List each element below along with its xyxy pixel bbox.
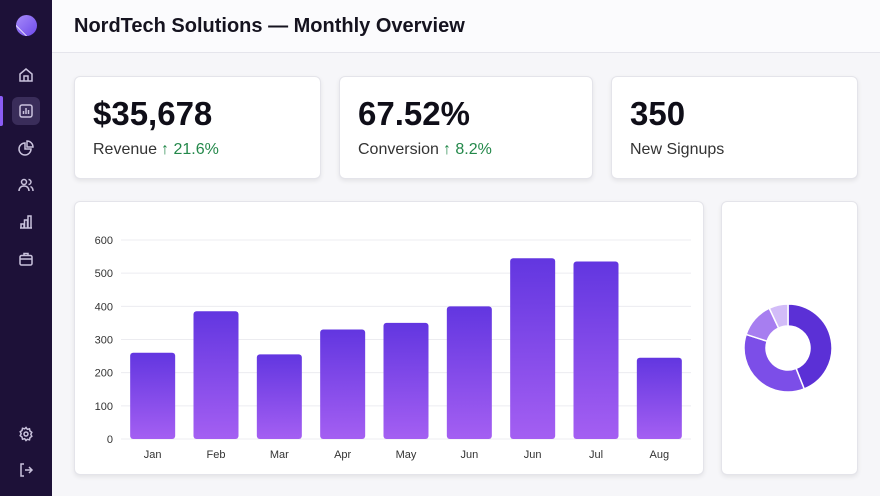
kpi-label: Conversion (358, 141, 439, 158)
bar-chart-icon[interactable] (12, 97, 40, 125)
logout-icon[interactable] (12, 456, 40, 484)
donut-chart (743, 303, 833, 393)
header: NordTech Solutions — Monthly Overview (52, 0, 880, 53)
kpi-change: ↑ 8.2% (442, 141, 492, 158)
bar[interactable] (446, 306, 492, 439)
bar[interactable] (510, 258, 556, 439)
y-tick-label: 100 (95, 401, 113, 413)
x-tick-label: Jul (589, 449, 603, 461)
bar[interactable] (256, 354, 302, 439)
x-tick-label: Jun (460, 449, 478, 461)
kpi-change: ↑ 21.6% (161, 141, 219, 158)
x-tick-label: Apr (334, 449, 351, 461)
active-indicator (0, 96, 3, 126)
donut-chart-card (721, 201, 858, 475)
users-icon[interactable] (12, 171, 40, 199)
donut-slice[interactable] (787, 303, 833, 390)
y-tick-label: 600 (95, 235, 113, 247)
signups-card: 350 New Signups (611, 76, 858, 179)
kpi-label: New Signups (630, 141, 725, 158)
home-icon[interactable] (12, 61, 40, 89)
y-tick-label: 400 (95, 301, 113, 313)
logo (16, 15, 37, 36)
revenue-card: $35,678 Revenue ↑ 21.6% (74, 76, 321, 179)
kpi-label: Revenue (93, 141, 158, 158)
gear-icon[interactable] (12, 420, 40, 448)
y-tick-label: 300 (95, 335, 113, 347)
x-tick-label: Jan (144, 449, 162, 461)
x-tick-label: May (396, 449, 417, 461)
x-tick-label: Aug (650, 449, 670, 461)
kpi-value: 350 (630, 95, 686, 132)
donut-slice[interactable] (743, 333, 806, 393)
bar[interactable] (383, 322, 429, 439)
kpi-value: 67.52% (358, 95, 470, 132)
bar[interactable] (193, 311, 239, 439)
x-tick-label: Jun (524, 449, 542, 461)
briefcase-icon[interactable] (12, 245, 40, 273)
sidebar (0, 0, 52, 496)
analytics-icon[interactable] (12, 208, 40, 236)
bar[interactable] (320, 329, 366, 439)
y-tick-label: 500 (95, 268, 113, 280)
bar-chart-card: 0 100 200 300 400 500 600 Jan Feb Mar Apr May Jun Jun… (74, 201, 704, 475)
kpi-value: $35,678 (93, 95, 213, 132)
y-tick-label: 200 (95, 368, 113, 380)
pie-chart-icon[interactable] (12, 134, 40, 162)
donut-slice[interactable] (768, 303, 789, 330)
bar[interactable] (130, 352, 176, 439)
bar[interactable] (573, 261, 619, 439)
y-tick-label: 0 (107, 434, 113, 446)
page-title: NordTech Solutions — Monthly Overview (74, 15, 465, 37)
conversion-card: 67.52% Conversion ↑ 8.2% (339, 76, 593, 179)
bar[interactable] (636, 357, 682, 439)
bar-chart: 0 100 200 300 400 500 600 Jan Feb Mar Apr May Jun Jun… (95, 235, 691, 461)
x-tick-label: Feb (207, 449, 226, 461)
x-tick-label: Mar (270, 449, 289, 461)
